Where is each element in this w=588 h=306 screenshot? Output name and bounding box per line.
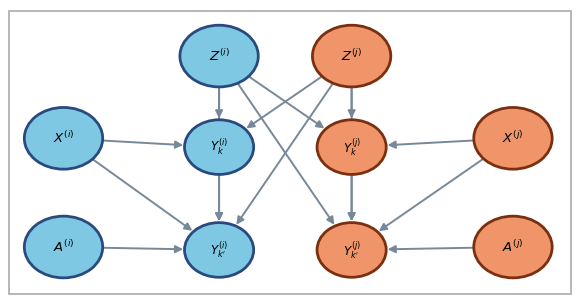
Ellipse shape bbox=[317, 223, 386, 277]
Text: $Y_k^{(i)}$: $Y_k^{(i)}$ bbox=[210, 137, 228, 157]
Ellipse shape bbox=[185, 120, 253, 174]
Ellipse shape bbox=[317, 120, 386, 174]
Ellipse shape bbox=[185, 223, 253, 277]
Text: $Z^{(i)}$: $Z^{(i)}$ bbox=[209, 48, 230, 64]
Ellipse shape bbox=[474, 107, 552, 169]
Text: $Y_{k'}^{(i)}$: $Y_{k'}^{(i)}$ bbox=[210, 240, 228, 260]
Text: $X^{(i)}$: $X^{(i)}$ bbox=[53, 130, 74, 146]
Ellipse shape bbox=[474, 216, 552, 278]
Ellipse shape bbox=[24, 216, 103, 278]
Ellipse shape bbox=[24, 107, 103, 169]
Text: $A^{(j)}$: $A^{(j)}$ bbox=[502, 239, 524, 255]
Ellipse shape bbox=[180, 25, 258, 87]
Text: $Z^{(j)}$: $Z^{(j)}$ bbox=[341, 48, 362, 64]
Ellipse shape bbox=[312, 25, 391, 87]
Text: $A^{(i)}$: $A^{(i)}$ bbox=[53, 239, 74, 255]
Text: $Y_k^{(j)}$: $Y_k^{(j)}$ bbox=[343, 136, 360, 158]
Text: $X^{(j)}$: $X^{(j)}$ bbox=[502, 130, 524, 146]
Text: $Y_{k'}^{(j)}$: $Y_{k'}^{(j)}$ bbox=[343, 239, 360, 261]
